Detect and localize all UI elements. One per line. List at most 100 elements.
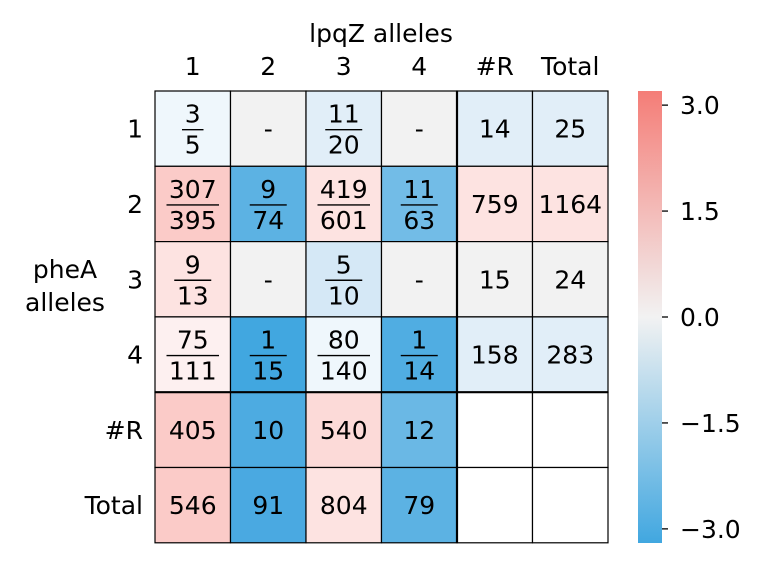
cell-rect xyxy=(380,241,458,318)
chart-title: lpqZ alleles xyxy=(309,19,453,48)
cell-rect xyxy=(229,90,307,167)
cell-rect xyxy=(531,391,609,469)
cell-denominator: 74 xyxy=(252,206,284,235)
cell-numerator: 80 xyxy=(328,326,360,355)
cell-rect xyxy=(154,316,232,393)
cell-value: 24 xyxy=(554,265,586,294)
cell-numerator: 75 xyxy=(177,326,209,355)
cell-numerator: 1 xyxy=(411,326,427,355)
heatmap-cell-r4-c4: 114 xyxy=(380,316,458,393)
cell-rect xyxy=(456,165,534,243)
row-label: #R xyxy=(105,416,143,445)
heatmap-cell-r5-c5 xyxy=(456,391,534,469)
row-label: Total xyxy=(84,491,143,520)
heatmap-cell-r6-c5 xyxy=(456,466,534,544)
heatmap-cell-r2-c5: 759 xyxy=(456,165,534,243)
cell-denominator: 140 xyxy=(320,357,368,386)
heatmap-cell-r2-c2: 974 xyxy=(229,165,307,243)
cell-value: 10 xyxy=(252,416,284,445)
row-label: 3 xyxy=(127,265,143,294)
colorbar: 3.0 1.5 0.0 −1.5 −3.0 xyxy=(638,91,741,544)
heatmap-cell-r6-c4: 79 xyxy=(380,466,458,544)
cell-rect xyxy=(531,90,609,167)
cell-denominator: 5 xyxy=(185,131,201,160)
cell-value: 546 xyxy=(169,491,217,520)
cell-numerator: 11 xyxy=(403,175,435,204)
cell-rect xyxy=(229,391,307,469)
cell-rect xyxy=(305,165,383,243)
cell-value: 79 xyxy=(403,491,435,520)
colorbar-tick-label: −3.0 xyxy=(680,515,741,544)
cell-value: 25 xyxy=(554,115,586,144)
heatmap-cell-r3-c6: 24 xyxy=(531,241,609,318)
colorbar-gradient xyxy=(638,91,662,543)
heatmap-cell-r3-c1: 913 xyxy=(154,241,232,318)
heatmap-cell-r3-c4: - xyxy=(380,241,458,318)
heatmap-cell-r5-c1: 405 xyxy=(154,391,232,469)
cell-value: - xyxy=(264,115,273,144)
cell-numerator: 307 xyxy=(169,175,217,204)
heatmap-cell-r4-c5: 158 xyxy=(456,316,534,393)
cell-value: 1164 xyxy=(538,190,602,219)
cell-denominator: 20 xyxy=(328,131,360,160)
heatmap-cell-r6-c6 xyxy=(531,466,609,544)
cell-rect xyxy=(305,466,383,544)
heatmap-cell-r6-c3: 804 xyxy=(305,466,383,544)
colorbar-tick-label: 3.0 xyxy=(680,91,720,120)
cell-value: 15 xyxy=(479,265,511,294)
cell-rect xyxy=(456,241,534,318)
heatmap-cell-r4-c6: 283 xyxy=(531,316,609,393)
cell-denominator: 15 xyxy=(252,357,284,386)
cell-rect xyxy=(380,316,458,393)
column-label: 3 xyxy=(336,52,352,81)
cell-rect xyxy=(154,90,232,167)
cell-numerator: 11 xyxy=(328,100,360,129)
column-label: 1 xyxy=(185,52,201,81)
cell-denominator: 395 xyxy=(169,206,217,235)
cell-value: 12 xyxy=(403,416,435,445)
cell-value: 540 xyxy=(320,416,368,445)
cell-rect xyxy=(531,466,609,544)
cell-rect xyxy=(154,241,232,318)
heatmap-cell-r3-c5: 15 xyxy=(456,241,534,318)
heatmap-cell-r2-c6: 1164 xyxy=(531,165,609,243)
cell-numerator: 9 xyxy=(260,175,276,204)
heatmap-cell-r5-c6 xyxy=(531,391,609,469)
colorbar-tick-label: 1.5 xyxy=(680,197,720,226)
cell-rect xyxy=(456,466,534,544)
cell-rect xyxy=(380,466,458,544)
cell-rect xyxy=(380,90,458,167)
cell-denominator: 13 xyxy=(177,281,209,310)
cell-rect xyxy=(456,391,534,469)
cell-numerator: 1 xyxy=(260,326,276,355)
cell-rect xyxy=(229,241,307,318)
cell-rect xyxy=(531,165,609,243)
heatmap-cell-r5-c4: 12 xyxy=(380,391,458,469)
cell-rect xyxy=(305,391,383,469)
heatmap-cell-r1-c5: 14 xyxy=(456,90,534,167)
cell-denominator: 601 xyxy=(320,206,368,235)
cell-rect xyxy=(154,466,232,544)
cell-value: 405 xyxy=(169,416,217,445)
cell-value: - xyxy=(264,265,273,294)
cell-value: 804 xyxy=(320,491,368,520)
heatmap-cell-r1-c1: 35 xyxy=(154,90,232,167)
heatmap-cell-r5-c2: 10 xyxy=(229,391,307,469)
cell-rect xyxy=(154,165,232,243)
row-label: 2 xyxy=(127,190,143,219)
heatmap-cell-r3-c2: - xyxy=(229,241,307,318)
cell-value: 283 xyxy=(546,341,594,370)
cell-rect xyxy=(531,241,609,318)
heatmap-cell-r6-c2: 91 xyxy=(229,466,307,544)
colorbar-tick-label: 0.0 xyxy=(680,303,720,332)
cell-value: - xyxy=(415,115,424,144)
cell-numerator: 3 xyxy=(185,100,201,129)
